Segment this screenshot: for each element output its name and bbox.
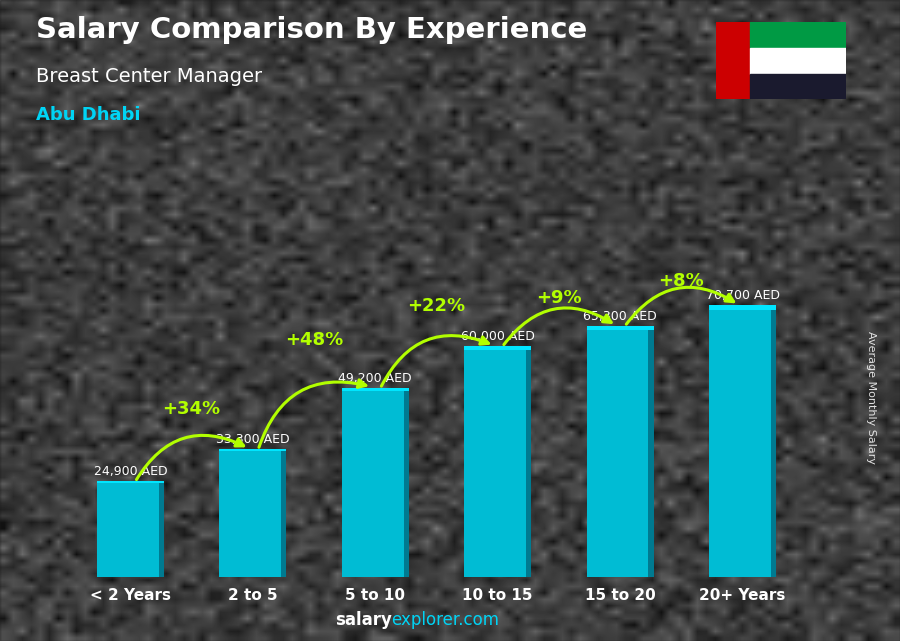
Bar: [751, 48, 846, 74]
Bar: [464, 346, 531, 350]
Bar: [96, 481, 164, 577]
Text: Salary Comparison By Experience: Salary Comparison By Experience: [36, 16, 587, 44]
Text: Average Monthly Salary: Average Monthly Salary: [866, 331, 877, 464]
Bar: [281, 449, 286, 577]
Bar: [649, 326, 654, 577]
Bar: [96, 481, 164, 483]
Bar: [587, 326, 654, 330]
Text: 60,000 AED: 60,000 AED: [461, 330, 535, 343]
Bar: [587, 326, 654, 577]
Text: +9%: +9%: [536, 288, 581, 306]
Text: 24,900 AED: 24,900 AED: [94, 465, 167, 478]
Bar: [716, 22, 751, 99]
Bar: [709, 305, 777, 310]
Text: Breast Center Manager: Breast Center Manager: [36, 67, 262, 87]
Bar: [751, 22, 846, 48]
Bar: [771, 305, 777, 577]
Bar: [342, 388, 409, 391]
Text: +34%: +34%: [163, 400, 220, 418]
Bar: [158, 481, 164, 577]
Text: +48%: +48%: [285, 331, 343, 349]
Text: Abu Dhabi: Abu Dhabi: [36, 106, 140, 124]
Text: salary: salary: [335, 612, 392, 629]
Text: +8%: +8%: [659, 272, 705, 290]
Text: 49,200 AED: 49,200 AED: [338, 372, 412, 385]
Text: 65,300 AED: 65,300 AED: [583, 310, 657, 322]
Text: +22%: +22%: [408, 297, 465, 315]
Bar: [464, 346, 531, 577]
Bar: [219, 449, 286, 577]
Bar: [342, 388, 409, 577]
Bar: [403, 388, 409, 577]
Text: 33,300 AED: 33,300 AED: [216, 433, 290, 445]
Bar: [709, 305, 777, 577]
Bar: [751, 74, 846, 99]
Text: explorer.com: explorer.com: [392, 612, 500, 629]
Text: 70,700 AED: 70,700 AED: [706, 289, 779, 302]
Bar: [526, 346, 531, 577]
Bar: [219, 449, 286, 451]
